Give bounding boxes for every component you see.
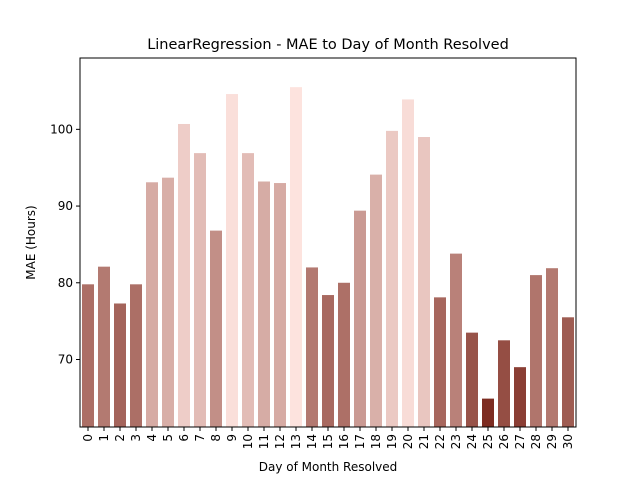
x-tick-label: 10: [241, 434, 255, 449]
bar-2: [114, 303, 126, 427]
x-axis-ticks: 0 1 2 3 4 5 6 7 8 9 10 11 12 13 14 15 16 17 18 19 20 21 22 23 24…: [81, 427, 575, 449]
x-tick-label: 24: [465, 434, 479, 449]
bar-24: [466, 332, 478, 427]
x-tick-label: 8: [209, 434, 223, 442]
y-axis-label: MAE (Hours): [24, 205, 38, 279]
bar-7: [194, 153, 206, 427]
x-tick-label: 11: [257, 434, 271, 449]
bar-28: [530, 275, 542, 427]
x-tick-label: 29: [545, 434, 559, 449]
x-tick-label: 25: [481, 434, 495, 449]
bar-22: [434, 297, 446, 427]
x-tick-label: 21: [417, 434, 431, 449]
bar-29: [546, 268, 558, 427]
bar-14: [306, 267, 318, 427]
bar-17: [354, 210, 366, 427]
x-tick-label: 15: [321, 434, 335, 449]
bar-4: [146, 182, 158, 427]
chart-title: LinearRegression - MAE to Day of Month R…: [147, 37, 509, 53]
bar-18: [370, 174, 382, 427]
bar-13: [290, 87, 302, 427]
x-tick-label: 0: [81, 434, 95, 442]
x-axis-label: Day of Month Resolved: [259, 460, 398, 474]
bar-3: [130, 284, 142, 427]
y-tick-label: 90: [58, 199, 73, 213]
x-tick-label: 26: [497, 434, 511, 449]
bar-10: [242, 153, 254, 427]
y-tick-label: 80: [58, 276, 73, 290]
bar-30: [562, 317, 574, 427]
x-tick-label: 22: [433, 434, 447, 449]
x-tick-label: 9: [225, 434, 239, 442]
x-tick-label: 5: [161, 434, 175, 442]
y-axis-ticks: 70 80 90 100: [50, 122, 80, 366]
bar-16: [338, 282, 350, 427]
bar-6: [178, 123, 190, 428]
x-tick-label: 12: [273, 434, 287, 449]
x-tick-label: 19: [385, 434, 399, 449]
x-tick-label: 18: [369, 434, 383, 449]
x-tick-label: 23: [449, 434, 463, 449]
x-tick-label: 20: [401, 434, 415, 449]
y-tick-label: 70: [58, 352, 73, 366]
x-tick-label: 13: [289, 434, 303, 449]
bar-26: [498, 340, 510, 427]
bar-12: [274, 183, 286, 427]
bar-25: [482, 398, 494, 427]
bar-21: [418, 137, 430, 427]
x-tick-label: 7: [193, 434, 207, 442]
x-tick-label: 30: [561, 434, 575, 449]
bar-27: [514, 367, 526, 427]
x-tick-label: 1: [97, 434, 111, 442]
x-tick-label: 3: [129, 434, 143, 442]
bar-11: [258, 181, 270, 427]
bar-15: [322, 295, 334, 427]
bar-1: [98, 266, 110, 427]
x-tick-label: 16: [337, 434, 351, 449]
bar-23: [450, 253, 462, 427]
bar-0: [82, 284, 94, 427]
x-tick-label: 2: [113, 434, 127, 442]
bar-20: [402, 99, 414, 427]
x-tick-label: 28: [529, 434, 543, 449]
x-tick-label: 17: [353, 434, 367, 449]
x-tick-label: 6: [177, 434, 191, 442]
bars-group: [82, 87, 574, 428]
bar-9: [226, 94, 238, 428]
x-tick-label: 27: [513, 434, 527, 449]
x-tick-label: 14: [305, 434, 319, 449]
y-tick-label: 100: [50, 122, 73, 136]
bar-5: [162, 177, 174, 427]
bar-19: [386, 130, 398, 427]
x-tick-label: 4: [145, 434, 159, 442]
bar-8: [210, 230, 222, 427]
